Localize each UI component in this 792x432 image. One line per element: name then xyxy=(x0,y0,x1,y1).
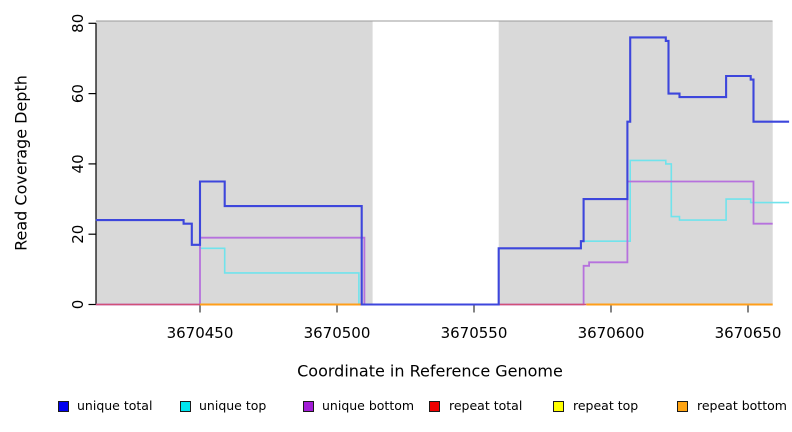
x-tick-label: 3670500 xyxy=(304,324,371,342)
x-axis-title: Coordinate in Reference Genome xyxy=(297,361,563,381)
coverage-region xyxy=(498,21,773,305)
x-tick-label: 3670650 xyxy=(715,324,782,342)
y-tick-label: 60 xyxy=(69,84,87,103)
y-tick-label: 20 xyxy=(69,225,87,244)
y-tick-label: 0 xyxy=(69,300,87,310)
coverage-region xyxy=(95,21,373,305)
x-tick-label: 3670450 xyxy=(167,324,234,342)
y-tick-label: 80 xyxy=(69,14,87,33)
x-tick-label: 3670550 xyxy=(441,324,508,342)
series-line-unique-total xyxy=(95,36,790,306)
y-axis-title: Read Coverage Depth xyxy=(11,75,31,251)
y-tick-label: 40 xyxy=(69,154,87,173)
x-tick-label: 3670600 xyxy=(578,324,645,342)
series-line-unique-bottom xyxy=(95,180,773,306)
